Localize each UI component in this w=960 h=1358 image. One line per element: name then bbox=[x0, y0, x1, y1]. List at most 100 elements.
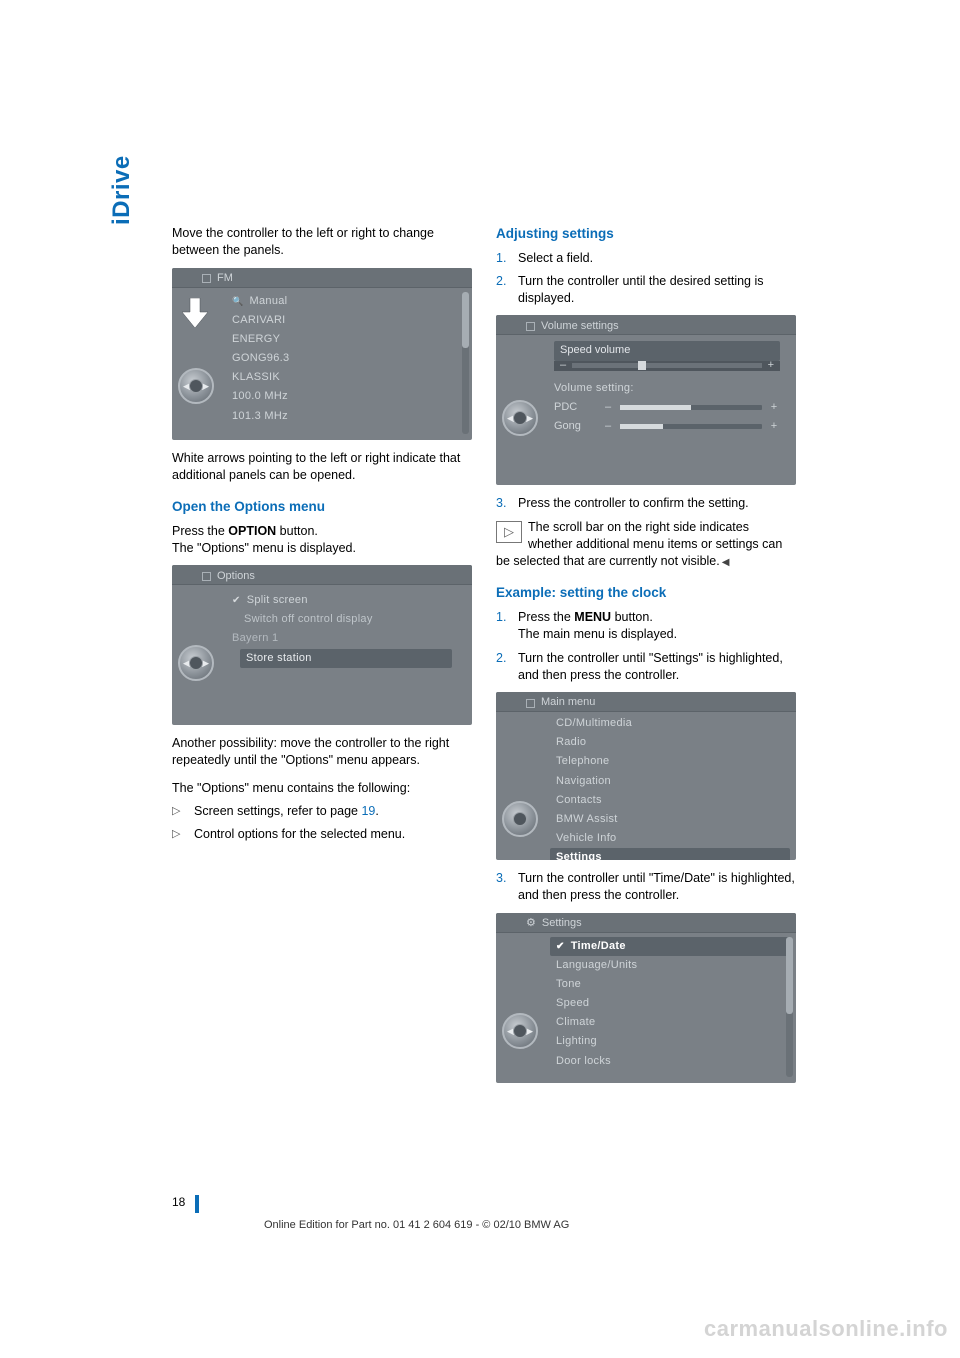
fig-titlebar: FM bbox=[172, 268, 472, 288]
list-item: Manual bbox=[226, 292, 462, 311]
fig-list: Speed volume – + Volume setting: PDC –+ … bbox=[544, 335, 796, 444]
list-item: Climate bbox=[550, 1013, 790, 1032]
list-item: GONG96.3 bbox=[226, 349, 462, 368]
para: Move the controller to the left or right… bbox=[172, 225, 472, 260]
figure-settings-menu: ⚙ Settings ◀▶ Time/Date Language/Units T… bbox=[496, 913, 796, 1083]
heading-example-clock: Example: setting the clock bbox=[496, 584, 796, 603]
list-item: Contacts bbox=[550, 791, 790, 810]
volume-setting-label: Volume setting: bbox=[548, 375, 786, 398]
list-item: Screen settings, refer to page 19. bbox=[172, 803, 472, 820]
footer-text: Online Edition for Part no. 01 41 2 604 … bbox=[172, 1219, 870, 1231]
fig-scrollbar bbox=[786, 937, 793, 1077]
list-item: Telephone bbox=[550, 752, 790, 771]
list-item: 101.3 MHz bbox=[226, 407, 462, 426]
list-item: Switch off control display bbox=[226, 610, 462, 629]
figure-options-menu: Options ◀▶ Split screen Switch off contr… bbox=[172, 565, 472, 725]
para: Another possibility: move the controller… bbox=[172, 735, 472, 770]
pdc-slider: PDC –+ bbox=[548, 398, 786, 417]
controller-knob-icon: ◀▶ bbox=[178, 368, 214, 404]
section-side-label: iDrive bbox=[108, 155, 136, 225]
fig-knob-area: ◀▶ bbox=[496, 933, 544, 1077]
page-number: 18 bbox=[172, 1195, 199, 1213]
list-item: Control options for the selected menu. bbox=[172, 826, 472, 843]
list-item: Tone bbox=[550, 975, 790, 994]
list-item-highlighted: Time/Date bbox=[550, 937, 790, 956]
controller-knob-icon: ◀▶ bbox=[502, 1013, 538, 1049]
numbered-list: 1. Press the MENU button. The main menu … bbox=[496, 609, 796, 684]
list-item-highlighted: Store station bbox=[240, 649, 452, 668]
list-item: CARIVARI bbox=[226, 311, 462, 330]
figure-volume-settings: Volume settings ◀▶ Speed volume – + bbox=[496, 315, 796, 485]
option-button-label: OPTION bbox=[228, 524, 276, 538]
fig-title: Options bbox=[217, 569, 255, 584]
fig-list: CD/Multimedia Radio Telephone Navigation… bbox=[544, 712, 796, 860]
gong-slider: Gong –+ bbox=[548, 417, 786, 436]
list-item: 3.Turn the controller until "Time/Date" … bbox=[496, 870, 796, 905]
list-item: Speed bbox=[550, 994, 790, 1013]
list-item: 1.Select a field. bbox=[496, 250, 796, 267]
left-column: Move the controller to the left or right… bbox=[172, 225, 472, 1093]
list-item: 2.Turn the controller until the desired … bbox=[496, 273, 796, 308]
numbered-list: 3.Turn the controller until "Time/Date" … bbox=[496, 870, 796, 905]
list-item-highlighted: Settings bbox=[550, 848, 790, 860]
list-item: 2.Turn the controller until "Settings" i… bbox=[496, 650, 796, 685]
figure-main-menu: Main menu CD/Multimedia Radio Telephone … bbox=[496, 692, 796, 860]
list-item: 1. Press the MENU button. The main menu … bbox=[496, 609, 796, 644]
fig-knob-area: ◀▶ bbox=[496, 335, 544, 444]
bullet-list: Screen settings, refer to page 19. Contr… bbox=[172, 803, 472, 844]
note-para: ▷ The scroll bar on the right side indic… bbox=[496, 519, 796, 571]
para: White arrows pointing to the left or rig… bbox=[172, 450, 472, 485]
fig-scrollbar bbox=[462, 292, 469, 434]
numbered-list: 3.Press the controller to confirm the se… bbox=[496, 495, 796, 512]
fig-list: Split screen Switch off control display … bbox=[220, 585, 472, 685]
controller-knob-icon bbox=[502, 801, 538, 837]
list-item: KLASSIK bbox=[226, 368, 462, 387]
fig-title: Main menu bbox=[541, 695, 595, 710]
para: Press the OPTION button. The "Options" m… bbox=[172, 523, 472, 558]
list-item: Lighting bbox=[550, 1032, 790, 1051]
fig-icon bbox=[202, 572, 211, 581]
fig-icon bbox=[526, 699, 535, 708]
fig-titlebar: ⚙ Settings bbox=[496, 913, 796, 933]
fig-icon bbox=[526, 322, 535, 331]
fig-knob-area: ◀▶ bbox=[172, 585, 220, 685]
controller-knob-icon: ◀▶ bbox=[178, 645, 214, 681]
heading-open-options: Open the Options menu bbox=[172, 498, 472, 517]
list-item: Door locks bbox=[550, 1052, 790, 1071]
fig-titlebar: Volume settings bbox=[496, 315, 796, 335]
fig-titlebar: Options bbox=[172, 565, 472, 585]
page-footer: 18 Online Edition for Part no. 01 41 2 6… bbox=[172, 1195, 870, 1231]
numbered-list: 1.Select a field. 2.Turn the controller … bbox=[496, 250, 796, 308]
list-item: BMW Assist bbox=[550, 810, 790, 829]
list-item: 100.0 MHz bbox=[226, 387, 462, 406]
fig-title: FM bbox=[217, 271, 233, 286]
para: The "Options" menu contains the followin… bbox=[172, 780, 472, 797]
speed-volume-control: Speed volume – + bbox=[554, 341, 780, 370]
fig-list: Time/Date Language/Units Tone Speed Clim… bbox=[544, 933, 796, 1077]
fig-title: Settings bbox=[542, 916, 582, 931]
down-arrow-icon bbox=[182, 298, 208, 328]
list-item: Split screen bbox=[226, 591, 462, 610]
list-item: Radio bbox=[550, 733, 790, 752]
fig-list: Manual CARIVARI ENERGY GONG96.3 KLASSIK … bbox=[220, 288, 472, 434]
list-item: Navigation bbox=[550, 772, 790, 791]
page-content: Move the controller to the left or right… bbox=[100, 225, 870, 1093]
fig-titlebar: Main menu bbox=[496, 692, 796, 712]
list-item: Language/Units bbox=[550, 956, 790, 975]
watermark: carmanualsonline.info bbox=[704, 1316, 948, 1342]
controller-knob-icon: ◀▶ bbox=[502, 400, 538, 436]
list-item: Vehicle Info bbox=[550, 829, 790, 848]
list-item: Bayern 1 bbox=[226, 629, 462, 648]
figure-fm-panel: FM ◀▶ Manual CARIVARI ENERGY GONG96.3 KL… bbox=[172, 268, 472, 440]
fig-icon bbox=[202, 274, 211, 283]
fig-knob-area bbox=[496, 712, 544, 860]
list-item: CD/Multimedia bbox=[550, 714, 790, 733]
fig-title: Volume settings bbox=[541, 319, 619, 334]
list-item: ENERGY bbox=[226, 330, 462, 349]
menu-button-label: MENU bbox=[574, 610, 611, 624]
note-icon: ▷ bbox=[496, 521, 522, 543]
right-column: Adjusting settings 1.Select a field. 2.T… bbox=[496, 225, 796, 1093]
page-link[interactable]: 19 bbox=[361, 804, 375, 818]
list-item: 3.Press the controller to confirm the se… bbox=[496, 495, 796, 512]
heading-adjusting-settings: Adjusting settings bbox=[496, 225, 796, 244]
